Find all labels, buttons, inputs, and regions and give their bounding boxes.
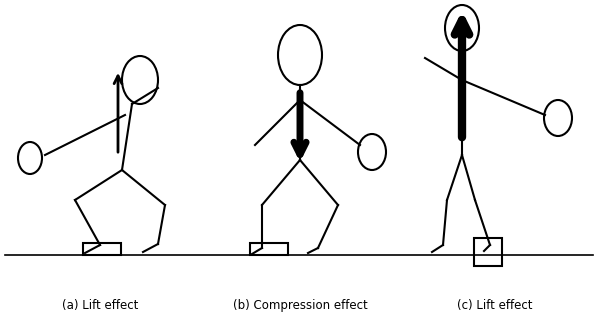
Text: (a) Lift effect: (a) Lift effect xyxy=(62,299,138,312)
Bar xyxy=(83,243,121,255)
Text: (b) Compression effect: (b) Compression effect xyxy=(233,299,367,312)
Text: (c) Lift effect: (c) Lift effect xyxy=(457,299,533,312)
Bar xyxy=(474,238,502,266)
Bar xyxy=(250,243,288,255)
